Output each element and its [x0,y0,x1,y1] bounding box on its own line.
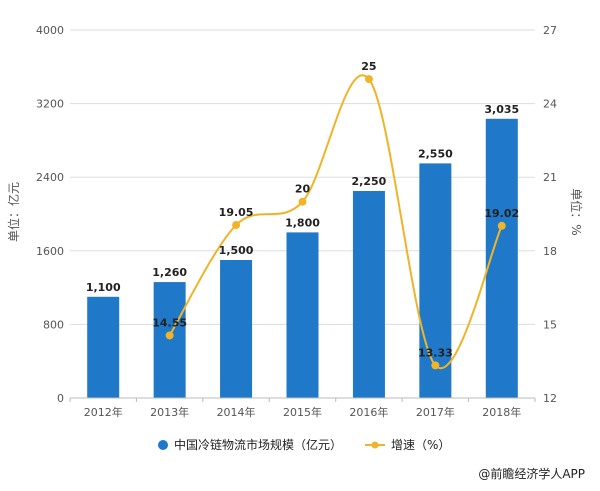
line-series [165,74,506,370]
growth-value-label: 14.55 [152,316,187,329]
right-tick-label: 24 [543,98,557,111]
bar [220,260,253,398]
right-tick-label: 27 [543,24,557,37]
left-tick-label: 1600 [36,245,64,258]
growth-value-label: 20 [295,183,311,196]
legend: 中国冷链物流市场规模（亿元） 增速（%） [158,437,450,452]
bar [153,282,186,398]
bar [286,232,319,398]
growth-value-label: 19.05 [219,206,254,219]
bar [87,296,120,398]
left-tick-label: 800 [43,318,64,331]
x-tick-label: 2014年 [217,405,256,419]
left-tick-label: 2400 [36,171,64,184]
left-tick-label: 4000 [36,24,64,37]
bar [352,191,385,398]
growth-point [364,75,373,84]
bar-value-label: 2,250 [352,175,387,188]
legend-line-dot [371,441,379,449]
x-tick-label: 2012年 [84,405,123,419]
source-label: @前瞻经济学人APP [478,466,585,481]
left-tick-label: 3200 [36,98,64,111]
left-axis-title: 单位：亿元 [6,182,21,242]
x-tick-label: 2017年 [416,405,455,419]
bar-value-label: 3,035 [484,103,519,116]
legend-bar-marker [158,440,168,450]
x-tick-label: 2018年 [482,405,521,419]
growth-point [232,221,241,230]
x-tick-label: 2013年 [150,405,189,419]
bar-value-label: 1,500 [219,244,254,257]
legend-bar-label: 中国冷链物流市场规模（亿元） [174,437,342,452]
growth-point [165,331,174,340]
left-tick-label: 0 [57,392,64,405]
x-tick-label: 2015年 [283,405,322,419]
growth-value-label: 13.33 [418,346,453,359]
right-tick-label: 21 [543,171,557,184]
x-tick-label: 2016年 [349,405,388,419]
right-tick-label: 18 [543,245,557,258]
right-tick-label: 15 [543,318,557,331]
right-axis-title: 单位：% [569,188,584,235]
growth-value-label: 19.02 [484,207,519,220]
growth-point [431,361,440,370]
bar-value-label: 2,550 [418,147,453,160]
legend-line-label: 增速（%） [391,438,450,452]
bar [419,163,452,398]
right-tick-label: 12 [543,392,557,405]
growth-value-label: 25 [361,60,376,73]
growth-point [298,197,307,206]
growth-point [497,221,506,230]
bar-value-label: 1,800 [285,216,320,229]
bar-value-label: 1,260 [152,266,187,279]
data-labels: 1,100 1,260 1,500 1,800 2,250 2,550 3,035 14.55… [86,60,519,359]
bar-value-label: 1,100 [86,281,121,294]
